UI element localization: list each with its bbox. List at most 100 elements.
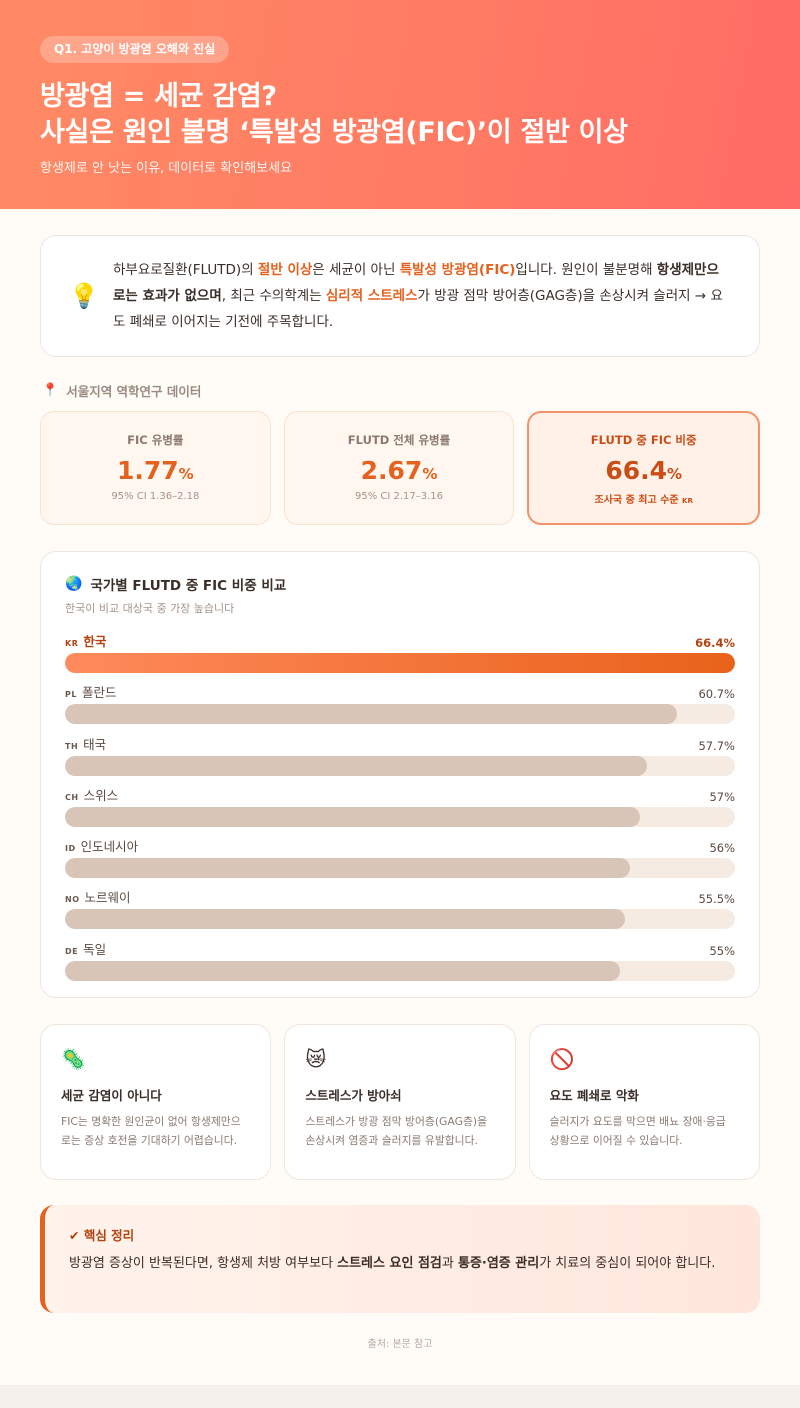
bar-category: PL 폴란드 [65, 682, 116, 701]
bar-category: ID 인도네시아 [65, 836, 138, 855]
bar-row: TH 태국 57.7% [65, 733, 735, 784]
stat-card-flutd-prevalence: FLUTD 전체 유병률 2.67% 95% CI 2.17–3.16 [283, 411, 515, 525]
bar-row: PL 폴란드 60.7% [65, 681, 735, 732]
country-name: 스위스 [83, 787, 119, 803]
feature-title: 요도 폐쇄로 악화 [549, 1088, 639, 1103]
page-subtitle: 항생제로 안 낫는 이유, 데이터로 확인해보세요 [40, 161, 293, 176]
feature-card-urethral-obstruction: 🚫 요도 폐쇄로 악화 슬러지가 요도를 막으면 배뇨 장애·응급 상황으로 이… [528, 1024, 760, 1180]
page-title: 방광염 = 세균 감염? 사실은 원인 불명 ‘특발성 방광염(FIC)’이 절… [40, 79, 760, 151]
country-code: DE [65, 946, 79, 956]
country-code: TH [65, 741, 79, 751]
bar-row: ID 인도네시아 56% [65, 835, 735, 886]
lightbulb-icon: 💡 [69, 282, 99, 310]
stat-label: FLUTD 전체 유병률 [347, 433, 451, 447]
bar-row: CH 스위스 57% [65, 784, 735, 835]
country-name: 태국 [83, 736, 107, 752]
stat-note: 95% CI 1.36–2.18 [111, 491, 200, 502]
bar-category: DE 독일 [65, 939, 106, 958]
country-name: 한국 [83, 634, 107, 649]
question-badge: Q1. 고양이 방광염 오해와 진실 [40, 36, 230, 63]
bar-label-row: ID 인도네시아 56% [65, 835, 735, 855]
title-line-2: 사실은 원인 불명 ‘특발성 방광염(FIC)’이 절반 이상 [40, 117, 628, 148]
bar-value-label: 57.7% [698, 738, 735, 753]
feature-title: 스트레스가 방아쇠 [305, 1088, 402, 1103]
bar-category: TH 태국 [65, 734, 106, 753]
bar-row: NO 노르웨이 55.5% [65, 886, 735, 937]
data-section-label: 📍 서울지역 역학연구 데이터 [42, 383, 202, 399]
bar-value-label: 56% [709, 841, 735, 856]
country-name: 노르웨이 [84, 890, 131, 906]
bar-track [65, 960, 735, 981]
country-code: ID [65, 844, 76, 854]
pin-icon: 📍 [42, 383, 59, 398]
bar-fill [65, 806, 641, 827]
bar-row: DE 독일 55% [65, 938, 735, 989]
bar-value-label: 66.4% [695, 636, 735, 650]
country-name: 독일 [83, 941, 107, 957]
stat-card-fic-share: FLUTD 중 FIC 비중 66.4% 조사국 중 최고 수준 KR [527, 411, 761, 525]
bar-fill [65, 858, 631, 879]
bar-value-label: 55.5% [698, 892, 735, 907]
stat-value: 1.77% [116, 456, 194, 485]
summary-text: 방광염 증상이 반복된다면, 항생제 처방 여부보다 스트레스 요인 점검과 통… [69, 1256, 716, 1271]
bar-row: KR 한국 66.4% [65, 630, 735, 681]
bar-fill [65, 653, 735, 673]
stat-note: 95% CI 2.17–3.16 [354, 491, 444, 502]
country-code: KR [65, 639, 79, 648]
stat-value: 66.4% [605, 456, 683, 485]
feature-card-stress-trigger: 😿 스트레스가 방아쇠 스트레스가 방광 점막 방어층(GAG층)을 손상시켜 … [284, 1024, 516, 1180]
stat-card-fic-prevalence: FIC 유병률 1.77% 95% CI 1.36–2.18 [40, 411, 271, 525]
feature-title: 세균 감염이 아니다 [61, 1088, 162, 1103]
source-note: 출처: 본문 참고 [367, 1339, 433, 1350]
intro-text: 하부요로질환(FLUTD)의 절반 이상은 세균이 아닌 특발성 방광염(FIC… [113, 262, 723, 330]
title-line-1: 방광염 = 세균 감염? [40, 81, 277, 112]
bar-label-row: PL 폴란드 60.7% [65, 681, 735, 701]
bar-value-label: 55% [709, 943, 735, 958]
stat-label: FLUTD 중 FIC 비중 [590, 433, 697, 447]
intro-card: 💡 하부요로질환(FLUTD)의 절반 이상은 세균이 아닌 특발성 방광염(F… [40, 235, 760, 357]
country-code: PL [65, 690, 77, 700]
bar-category: CH 스위스 [65, 785, 118, 804]
bar-label-row: KR 한국 66.4% [65, 630, 735, 650]
bar-category: NO 노르웨이 [65, 887, 131, 906]
prohibited-icon: 🚫 [549, 1047, 575, 1071]
country-name: 폴란드 [81, 685, 117, 701]
country-name: 인도네시아 [80, 839, 139, 855]
key-summary: ✔ 핵심 정리 방광염 증상이 반복된다면, 항생제 처방 여부보다 스트레스 … [40, 1205, 760, 1313]
feature-text: 슬러지가 요도를 막으면 배뇨 장애·응급 상황으로 이어질 수 있습니다. [549, 1115, 726, 1147]
stat-note: 조사국 중 최고 수준 KR [594, 495, 693, 506]
bar-label-row: DE 독일 55% [65, 938, 735, 958]
bar-category: KR 한국 [65, 631, 106, 650]
stat-value: 2.67% [360, 456, 438, 485]
bar-label-row: CH 스위스 57% [65, 784, 735, 804]
stat-label: FIC 유병률 [127, 433, 184, 447]
bar-fill [65, 704, 678, 725]
bar-track [65, 909, 735, 930]
feature-text: 스트레스가 방광 점막 방어층(GAG층)을 손상시켜 염증과 슬러지를 유발합… [305, 1115, 488, 1147]
bar-track [65, 653, 735, 673]
bar-track [65, 704, 735, 725]
bar-value-label: 57% [709, 789, 735, 804]
virus-icon: 🦠 [61, 1047, 86, 1071]
globe-icon: 🌏 [65, 576, 83, 592]
bar-track [65, 755, 735, 776]
summary-title: ✔ 핵심 정리 [69, 1228, 135, 1243]
bar-value-label: 60.7% [698, 687, 735, 702]
feature-text: FIC는 명확한 원인균이 없어 항생제만으로는 증상 호전을 기대하기 어렵습… [61, 1115, 241, 1147]
country-code: NO [65, 895, 80, 905]
bar-fill [65, 755, 648, 776]
feature-card-not-bacterial: 🦠 세균 감염이 아니다 FIC는 명확한 원인균이 없어 항생제만으로는 증상… [40, 1024, 272, 1180]
country-code: CH [65, 792, 79, 802]
bar-track [65, 858, 735, 879]
bar-label-row: TH 태국 57.7% [65, 733, 735, 753]
stats-row: FIC 유병률 1.77% 95% CI 1.36–2.18 FLUTD 전체 … [40, 411, 761, 525]
bar-fill [65, 960, 620, 981]
bar-fill [65, 909, 625, 930]
bar-track [65, 806, 735, 827]
feature-cards: 🦠 세균 감염이 아니다 FIC는 명확한 원인균이 없어 항생제만으로는 증상… [40, 1024, 760, 1180]
chart-title: 🌏 국가별 FLUTD 중 FIC 비중 비교 [65, 576, 287, 594]
country-comparison-chart: 🌏 국가별 FLUTD 중 FIC 비중 비교 한국이 비교 대상국 중 가장 … [40, 551, 760, 998]
stressed-cat-icon: 😿 [305, 1047, 327, 1071]
bar-label-row: NO 노르웨이 55.5% [65, 886, 735, 906]
